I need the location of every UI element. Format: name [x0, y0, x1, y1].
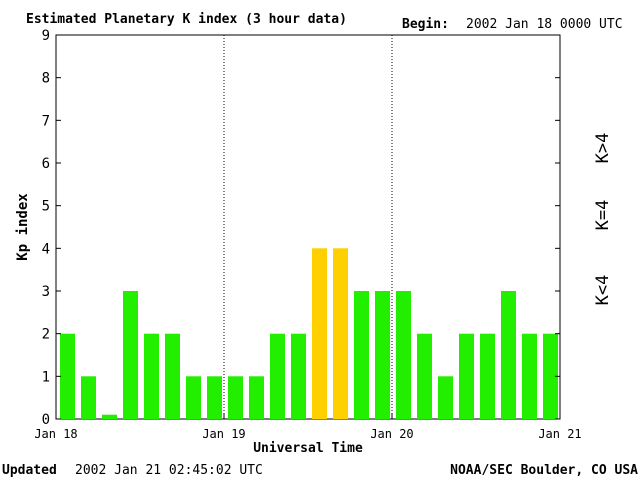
legend-k-equal-4: K=4 — [593, 200, 613, 231]
y-tick-label-2: 2 — [42, 327, 50, 343]
y-tick-label-4: 4 — [42, 241, 50, 257]
kp-bar-7 — [207, 376, 222, 419]
kp-bar-13 — [333, 248, 348, 419]
kp-bar-17 — [417, 333, 432, 419]
kp-bar-16 — [396, 291, 411, 419]
kp-bar-8 — [228, 376, 243, 419]
y-tick-label-7: 7 — [42, 113, 50, 129]
y-tick-label-5: 5 — [42, 199, 50, 215]
kp-bar-20 — [480, 333, 495, 419]
kp-bar-14 — [354, 291, 369, 419]
y-tick-label-1: 1 — [42, 369, 50, 385]
bars-group — [60, 248, 558, 419]
y-tick-label-3: 3 — [42, 284, 50, 300]
kp-bar-23 — [543, 333, 558, 419]
chart-title: Estimated Planetary K index (3 hour data… — [26, 12, 347, 27]
kp-bar-9 — [249, 376, 264, 419]
updated-value: 2002 Jan 21 02:45:02 UTC — [75, 463, 263, 478]
x-axis-label: Universal Time — [253, 441, 363, 456]
kp-bar-11 — [291, 333, 306, 419]
kp-bar-5 — [165, 333, 180, 419]
kp-bar-6 — [186, 376, 201, 419]
y-tick-label-6: 6 — [42, 156, 50, 172]
x-tick-label-3: Jan 21 — [538, 427, 581, 441]
kp-bar-22 — [522, 333, 537, 419]
kp-bar-18 — [438, 376, 453, 419]
plot-frame — [55, 34, 561, 420]
begin-value: 2002 Jan 18 0000 UTC — [466, 17, 623, 32]
x-tick-label-2: Jan 20 — [370, 427, 413, 441]
begin-label: Begin: — [402, 17, 449, 32]
x-tick-label-1: Jan 19 — [202, 427, 245, 441]
kp-bar-0 — [60, 333, 75, 419]
x-tick-label-0: Jan 18 — [34, 427, 77, 441]
legend-k-below-4: K<4 — [593, 275, 613, 306]
kp-bar-1 — [81, 376, 96, 419]
y-tick-label-8: 8 — [42, 71, 50, 87]
y-axis-label: Kp index — [15, 193, 31, 261]
source-label: NOAA/SEC Boulder, CO USA — [450, 463, 638, 478]
kp-bar-3 — [123, 291, 138, 419]
kp-bar-21 — [501, 291, 516, 419]
day-divider-lines — [223, 35, 393, 419]
kp-bar-12 — [312, 248, 327, 419]
kp-bar-4 — [144, 333, 159, 419]
y-tick-label-9: 9 — [42, 28, 50, 44]
updated-label: Updated — [2, 463, 57, 478]
kp-bar-19 — [459, 333, 474, 419]
x-axis-ticks: Jan 18 Jan 19 Jan 20 Jan 21 — [34, 414, 582, 441]
kp-bar-15 — [375, 291, 390, 419]
kp-bar-10 — [270, 333, 285, 419]
legend-k-above-4: K>4 — [593, 133, 613, 164]
y-axis-ticks: 0 1 2 3 4 5 6 7 8 9 — [42, 28, 560, 428]
kp-bar-2 — [102, 414, 117, 419]
y-tick-label-0: 0 — [42, 412, 50, 428]
